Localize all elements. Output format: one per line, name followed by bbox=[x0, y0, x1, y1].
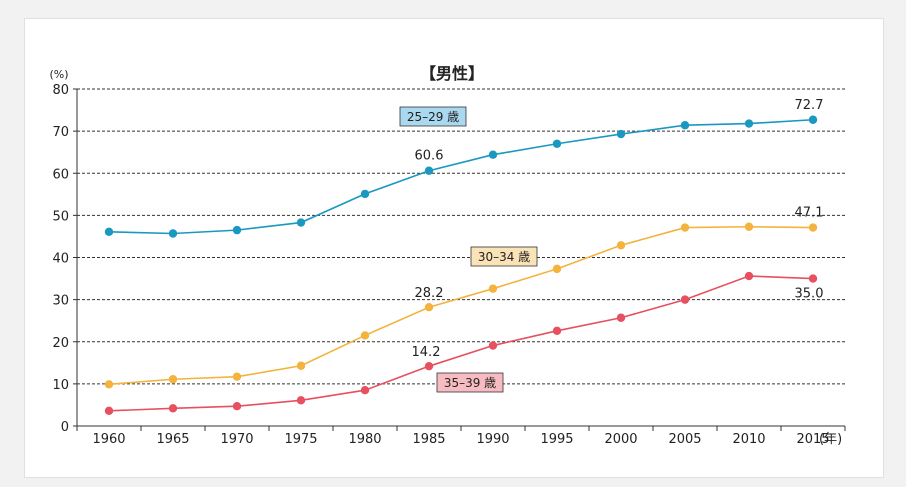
data-label: 60.6 bbox=[415, 149, 444, 164]
data-point bbox=[744, 271, 754, 281]
data-point bbox=[552, 326, 562, 335]
data-point bbox=[424, 166, 434, 175]
data-label: 72.7 bbox=[795, 98, 824, 113]
data-point bbox=[296, 361, 306, 370]
data-point bbox=[488, 150, 498, 159]
series-label-box bbox=[399, 106, 467, 127]
data-point bbox=[680, 223, 690, 232]
series-label: 30–34 歳 bbox=[478, 250, 530, 264]
y-tick-label: 50 bbox=[52, 209, 69, 224]
data-point bbox=[168, 404, 178, 413]
data-point bbox=[168, 375, 178, 384]
data-point bbox=[744, 119, 754, 128]
data-label: 35.0 bbox=[795, 287, 824, 302]
y-tick-label: 0 bbox=[61, 420, 69, 435]
data-point bbox=[616, 129, 626, 139]
data-point bbox=[808, 115, 818, 124]
y-tick-label: 80 bbox=[52, 83, 69, 98]
data-point bbox=[616, 313, 626, 322]
series-labels: 25–29 歳 30–34 歳 35–39 歳 bbox=[399, 106, 538, 393]
series-label: 25–29 歳 bbox=[407, 110, 459, 124]
x-tick-label: 1965 bbox=[156, 432, 189, 447]
data-label: 14.2 bbox=[412, 345, 441, 360]
data-point bbox=[104, 227, 114, 237]
data-point bbox=[424, 361, 434, 371]
y-axis-unit-label: (%) bbox=[49, 68, 68, 81]
data-point bbox=[808, 223, 818, 232]
series-group: 60.6 72.7 28.2 47.1 14.2 35.0 bbox=[104, 98, 824, 416]
data-point bbox=[232, 402, 242, 411]
x-tick-label: 2015 bbox=[796, 432, 829, 447]
x-tick-label: 1980 bbox=[348, 432, 381, 447]
y-axis-ticks: 0 10 20 30 40 50 60 70 80 bbox=[52, 83, 77, 435]
data-point bbox=[488, 284, 498, 293]
x-tick-label: 1960 bbox=[92, 432, 125, 447]
y-tick-label: 20 bbox=[52, 336, 69, 351]
data-label: 47.1 bbox=[795, 206, 824, 221]
y-tick-label: 10 bbox=[52, 378, 69, 393]
chart-title: 【男性】 bbox=[420, 64, 484, 83]
data-point bbox=[424, 303, 434, 312]
data-point bbox=[360, 189, 370, 199]
data-point bbox=[168, 229, 178, 238]
data-point bbox=[488, 341, 498, 350]
data-point bbox=[552, 139, 562, 148]
data-label: 28.2 bbox=[415, 286, 444, 301]
data-point bbox=[104, 380, 114, 389]
data-point bbox=[232, 225, 242, 235]
data-point bbox=[808, 274, 818, 283]
series-line bbox=[108, 118, 814, 235]
data-point bbox=[552, 264, 562, 274]
data-point bbox=[296, 396, 306, 405]
x-axis-ticks: 1960 1965 1970 1975 1980 1985 1990 1995 2000 2005… bbox=[76, 426, 846, 447]
series-label: 35–39 歳 bbox=[444, 376, 496, 390]
x-tick-label: 1990 bbox=[476, 432, 509, 447]
series-label-box bbox=[470, 246, 538, 267]
x-tick-label: 2010 bbox=[732, 432, 765, 447]
data-point bbox=[104, 406, 114, 416]
y-tick-label: 30 bbox=[52, 294, 69, 309]
data-point bbox=[360, 331, 370, 340]
y-tick-label: 60 bbox=[52, 167, 69, 182]
series-label-box bbox=[436, 372, 504, 393]
chart-panel: 【男性】 (%) (年) 0 10 20 30 40 50 60 70 80 1960 1965 1… bbox=[24, 18, 884, 478]
x-tick-label: 2000 bbox=[604, 432, 637, 447]
data-point bbox=[744, 222, 754, 231]
x-axis-unit-label: (年) bbox=[819, 432, 842, 447]
x-tick-label: 1975 bbox=[284, 432, 317, 447]
grid-lines bbox=[77, 88, 845, 385]
data-point bbox=[680, 121, 690, 130]
data-point bbox=[360, 385, 370, 395]
data-point bbox=[616, 241, 626, 250]
x-tick-label: 1970 bbox=[220, 432, 253, 447]
y-tick-label: 40 bbox=[52, 252, 69, 267]
data-point bbox=[296, 218, 306, 227]
x-tick-label: 1995 bbox=[540, 432, 573, 447]
series-line bbox=[108, 275, 814, 412]
data-point bbox=[680, 295, 690, 304]
data-point bbox=[232, 372, 242, 381]
y-tick-label: 70 bbox=[52, 125, 69, 140]
series-line bbox=[108, 225, 814, 386]
x-tick-label: 1985 bbox=[412, 432, 445, 447]
x-tick-label: 2005 bbox=[668, 432, 701, 447]
